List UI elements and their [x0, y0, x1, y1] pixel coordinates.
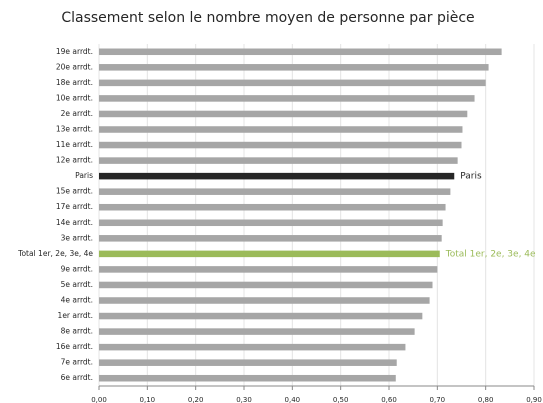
- bar: [99, 203, 446, 211]
- x-tick-label: 0,00: [91, 396, 107, 403]
- y-tick-label: 17e arrdt.: [56, 202, 93, 211]
- bar: [99, 343, 406, 351]
- bar: [99, 110, 468, 118]
- bar: [99, 172, 455, 180]
- x-tick-label: 0,10: [140, 396, 156, 403]
- bar-label: Paris: [460, 172, 482, 182]
- y-tick-label: 20e arrdt.: [56, 62, 93, 71]
- x-tick-label: 0,30: [236, 396, 252, 403]
- bar: [99, 95, 475, 102]
- y-tick-label: Total 1er, 2e, 3e, 4e: [17, 249, 93, 258]
- bar: [99, 219, 443, 227]
- y-tick-label: 19e arrdt.: [56, 47, 93, 56]
- bar: [99, 328, 415, 335]
- bar: [99, 64, 489, 71]
- bar: [99, 235, 442, 242]
- bar: [99, 281, 433, 289]
- y-tick-label: 18e arrdt.: [56, 78, 93, 87]
- y-tick-label: 2e arrdt.: [61, 109, 93, 118]
- y-tick-label: 14e arrdt.: [56, 218, 93, 227]
- y-tick-label: 1er arrdt.: [58, 311, 93, 320]
- bar: [99, 126, 463, 133]
- y-tick-label: 9e arrdt.: [61, 264, 93, 273]
- y-tick-label: 13e arrdt.: [56, 125, 93, 134]
- y-tick-label: 7e arrdt.: [61, 358, 93, 367]
- x-tick-label: 0,80: [478, 396, 494, 403]
- bar: [99, 79, 486, 87]
- y-tick-label: Paris: [75, 171, 93, 180]
- bar-label: Total 1er, 2e, 3e, 4e: [445, 249, 536, 259]
- y-tick-label: 3e arrdt.: [61, 233, 93, 242]
- y-tick-label: 4e arrdt.: [61, 296, 93, 305]
- bar: [99, 297, 430, 304]
- x-tick-label: 0,90: [526, 396, 542, 403]
- bar: [99, 359, 397, 366]
- y-tick-label: 15e arrdt.: [56, 187, 93, 196]
- y-tick-label: 8e arrdt.: [61, 327, 93, 336]
- bar: [99, 48, 502, 56]
- x-tick-label: 0,70: [430, 396, 446, 403]
- bar: [99, 188, 451, 195]
- y-tick-label: 16e arrdt.: [56, 342, 93, 351]
- y-tick-label: 12e arrdt.: [56, 156, 93, 165]
- x-tick-label: 0,40: [285, 396, 301, 403]
- x-tick-label: 0,20: [188, 396, 204, 403]
- y-tick-label: 11e arrdt.: [56, 140, 93, 149]
- y-tick-label: 5e arrdt.: [61, 280, 93, 289]
- bar: [99, 374, 396, 382]
- x-tick-label: 0,50: [333, 396, 349, 403]
- y-tick-label: 10e arrdt.: [56, 93, 93, 102]
- y-tick-label: 6e arrdt.: [61, 373, 93, 382]
- bar: [99, 141, 462, 149]
- bar: [99, 312, 423, 320]
- bar: [99, 266, 438, 273]
- chart-title: Classement selon le nombre moyen de pers…: [61, 10, 474, 26]
- bar: [99, 157, 458, 164]
- x-tick-label: 0,60: [381, 396, 397, 403]
- bar: [99, 250, 440, 258]
